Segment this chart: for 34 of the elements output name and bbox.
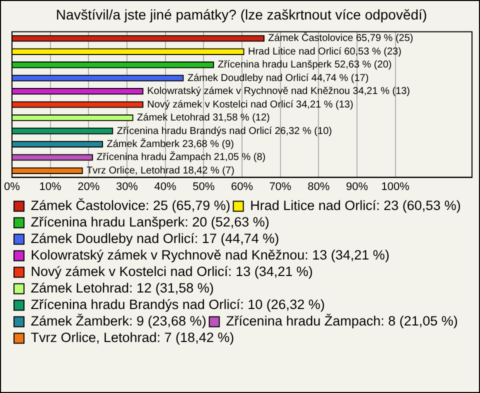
data-label: Kolowratský zámek v Rychnově nad Kněžnou 34,21 % (13) xyxy=(147,86,410,98)
x-tick-label: 40% xyxy=(154,180,177,193)
legend-label: Tvrz Orlice, Letohrad: 7 (18,42 %) xyxy=(30,330,234,345)
x-tick-label: 90% xyxy=(346,180,368,193)
data-label: Zřícenina hradu Lanšperk 52,63 % (20) xyxy=(218,60,392,71)
x-tick-label: 50% xyxy=(192,180,215,193)
data-label: Nový zámek v Kostelci nad Orlicí 34,21 % (13) xyxy=(147,99,354,110)
legend-label: Zámek Častolovice: 25 (65,79 %) xyxy=(30,198,230,213)
x-tick-label: 20% xyxy=(78,180,100,193)
data-label: Zámek Častolovice 65,79 % (25) xyxy=(268,32,414,44)
x-tick-label: 80% xyxy=(308,180,330,193)
legend-label: Zámek Letohrad: 12 (31,58 %) xyxy=(30,280,214,296)
x-tick-label: 100% xyxy=(381,180,410,193)
legend-label: Nový zámek v Kostelci nad Orlicí: 13 (34,21 %) xyxy=(30,264,313,279)
legend-label: Kolowratský zámek v Rychnově nad Kněžnou: 13 (34,21 %) xyxy=(30,247,390,262)
x-tick-label: 30% xyxy=(116,180,138,193)
legend-label: Zámek Doudleby nad Orlicí: 17 (44,74 %) xyxy=(30,230,280,246)
legend-label: Zřícenina hradu Lanšperk: 20 (52,63 %) xyxy=(30,214,270,230)
data-label: Tvrz Orlice, Letohrad 18,42 % (7) xyxy=(86,165,234,176)
chart-title: Navštívil/a jste jiné památky? (lze zaškrtnout více odpovědí) xyxy=(56,6,428,22)
data-label: Zámek Letohrad 31,58 % (12) xyxy=(137,112,270,124)
x-tick-label: 0% xyxy=(4,180,20,193)
x-tick-label: 60% xyxy=(230,180,254,193)
legend-label: Zřícenina hradu Žampach: 8 (21,05 %) xyxy=(226,313,458,328)
legend-label: Zámek Žamberk: 9 (23,68 %) xyxy=(30,313,206,328)
data-label: Hrad Litice nad Orlicí 60,53 % (23) xyxy=(248,46,402,58)
x-tick-label: 70% xyxy=(269,180,292,193)
legend-label: Zřícenina hradu Brandýs nad Orlicí: 10 (26,32 %) xyxy=(30,296,325,312)
data-label: Zřícenina hradu Brandýs nad Orlicí 26,32 % (10) xyxy=(116,126,332,137)
data-label: Zřícenina hradu Žampach 21,05 % (8) xyxy=(96,151,266,164)
data-label: Zámek Doudleby nad Orlicí 44,74 % (17) xyxy=(187,72,369,84)
x-tick-label: 10% xyxy=(39,180,62,193)
data-label: Zámek Žamberk 23,68 % (9) xyxy=(106,138,234,150)
legend-label: Hrad Litice nad Orlicí: 23 (60,53 %) xyxy=(250,198,461,213)
